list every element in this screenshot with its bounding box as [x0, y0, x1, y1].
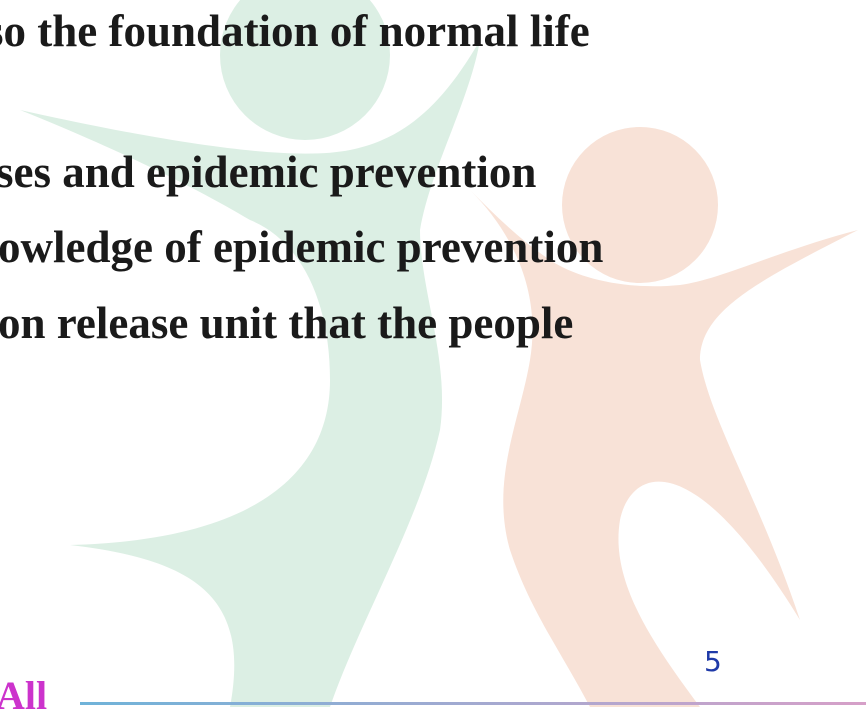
slide: {"slide": {"lines": ["so the foundation … [0, 0, 866, 707]
text-line: on release unit that the people [0, 301, 573, 346]
footer-text: All [0, 676, 47, 716]
text-line: owledge of epidemic prevention [0, 225, 603, 270]
text-line: ses and epidemic prevention [0, 150, 536, 195]
background-figures [0, 0, 866, 707]
green-figure [20, 0, 480, 707]
text-line: so the foundation of normal life [0, 9, 590, 54]
footer-rule [80, 702, 866, 705]
peach-figure [470, 127, 858, 707]
page-number: 5 [704, 645, 722, 678]
